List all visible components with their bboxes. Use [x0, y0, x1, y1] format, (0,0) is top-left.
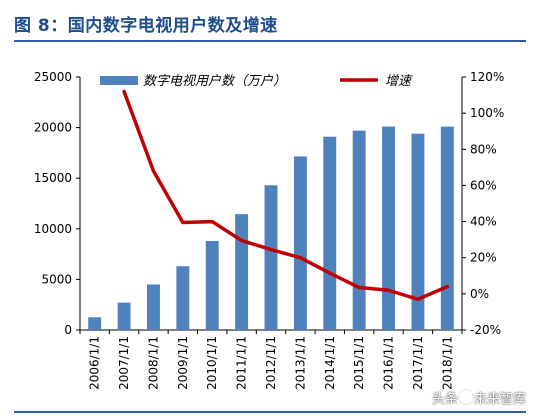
left-tick-label: 10000 — [34, 222, 72, 236]
bar — [205, 240, 219, 330]
bar — [146, 284, 160, 330]
growth-point — [328, 271, 332, 275]
x-tick-label: 2008/1/1 — [146, 336, 160, 390]
right-tick-label: 0% — [470, 287, 489, 301]
legend: 数字电视用户数（万户） 增速 — [100, 73, 413, 89]
x-tick-label: 2016/1/1 — [382, 336, 396, 390]
watermark-suffix: 未来智库 — [474, 392, 527, 407]
bar — [293, 156, 307, 330]
watermark-prefix: 头条 — [432, 392, 459, 407]
bottom-divider — [14, 411, 526, 413]
x-tick-label: 2012/1/1 — [264, 336, 278, 390]
right-tick-label: 80% — [470, 142, 497, 156]
legend-bar-swatch — [100, 76, 138, 85]
growth-point — [445, 285, 449, 289]
bar — [440, 126, 454, 330]
growth-point — [269, 248, 273, 252]
bar — [352, 130, 366, 330]
right-axis: -20% 0% 20% 40% 60% 80% 100% 120% — [461, 70, 504, 337]
bar — [117, 302, 131, 330]
right-tick-label: 60% — [470, 178, 497, 192]
x-tick-label: 2009/1/1 — [176, 336, 190, 390]
growth-point — [357, 286, 361, 290]
figure-title: 图 8：国内数字电视用户数及增速 — [14, 16, 278, 36]
x-tick-label: 2013/1/1 — [293, 336, 307, 390]
bar — [382, 126, 396, 330]
x-tick-label: 2018/1/1 — [440, 336, 454, 390]
bar — [411, 133, 425, 330]
bar-series — [88, 126, 454, 330]
legend-bar-label: 数字电视用户数（万户） — [143, 73, 286, 89]
left-tick-label: 25000 — [34, 70, 72, 84]
right-tick-label: 100% — [470, 106, 504, 120]
growth-point — [240, 239, 244, 243]
line-series — [122, 89, 450, 302]
growth-point — [298, 256, 302, 260]
at-sign-icon — [459, 390, 474, 404]
legend-line-label: 增速 — [385, 74, 413, 89]
bar — [176, 266, 190, 330]
x-axis: 2006/1/1 2007/1/1 2008/1/1 2009/1/1 2010/1/1… — [79, 329, 463, 390]
bar — [235, 214, 249, 330]
left-tick-label: 20000 — [34, 121, 72, 135]
x-tick-label: 2006/1/1 — [88, 336, 102, 390]
x-tick-label: 2014/1/1 — [323, 336, 337, 390]
right-tick-label: 120% — [470, 70, 504, 84]
left-tick-label: 5000 — [41, 272, 72, 286]
title-divider — [14, 40, 526, 42]
left-tick-label: 15000 — [34, 171, 72, 185]
left-tick-label: 0 — [64, 323, 72, 337]
x-tick-label: 2011/1/1 — [235, 336, 249, 390]
left-axis: 0 5000 10000 15000 20000 25000 — [34, 70, 81, 337]
bar — [264, 185, 278, 330]
figure-header: 图 8：国内数字电视用户数及增速 — [0, 0, 544, 50]
x-tick-label: 2010/1/1 — [205, 336, 219, 390]
x-tick-label: 2007/1/1 — [117, 336, 131, 390]
bar — [88, 317, 102, 330]
growth-point — [387, 288, 391, 292]
bar — [323, 136, 337, 330]
growth-point — [122, 89, 126, 93]
right-tick-label: -20% — [470, 323, 501, 337]
growth-point — [151, 169, 155, 173]
x-tick-label: 2017/1/1 — [411, 336, 425, 390]
right-tick-label: 40% — [470, 215, 497, 229]
growth-line — [122, 89, 450, 302]
growth-point — [416, 297, 420, 301]
watermark: 头条 未来智库 — [432, 388, 526, 407]
growth-point — [181, 220, 185, 224]
growth-point — [210, 220, 214, 224]
x-tick-label: 2015/1/1 — [352, 336, 366, 390]
right-tick-label: 20% — [470, 251, 497, 265]
